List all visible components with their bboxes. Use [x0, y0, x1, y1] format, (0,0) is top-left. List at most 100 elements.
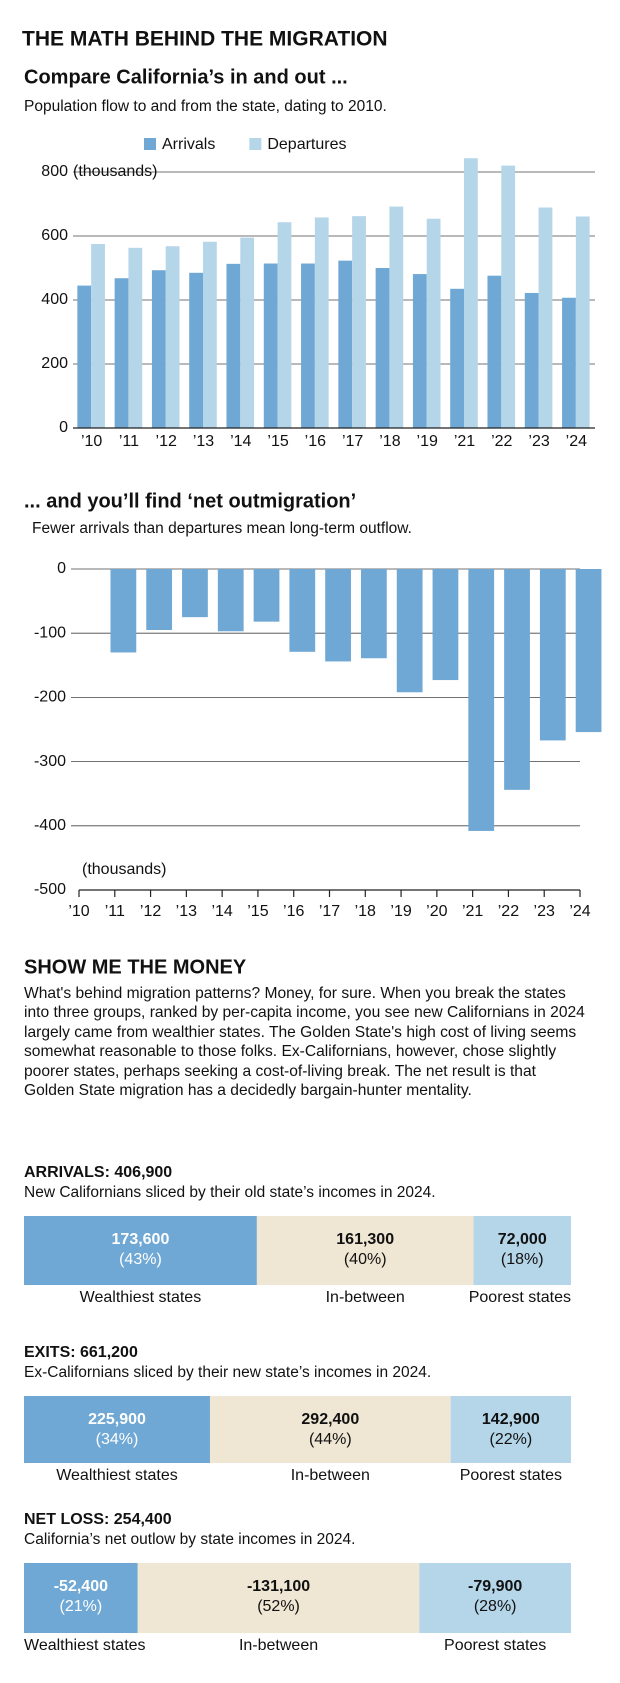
x-tick-label: ’18: [379, 433, 400, 450]
x-tick-label: ’15: [267, 433, 288, 450]
x-tick-label: ’11: [119, 433, 139, 450]
chart-subtitle: Population flow to and from the state, d…: [24, 98, 387, 115]
bar: [575, 216, 590, 428]
y-tick-label: 600: [41, 227, 68, 244]
y-tick-label: -300: [34, 753, 66, 770]
x-tick-label: ’22: [491, 433, 512, 450]
bar: [151, 270, 166, 428]
section-body: What's behind migration patterns? Money,…: [24, 985, 585, 1100]
x-tick-label: ’22: [498, 903, 519, 920]
x-tick-label: ’13: [193, 433, 214, 450]
bar: [114, 278, 129, 428]
bar: [91, 244, 105, 428]
headline: THE MATH BEHIND THE MIGRATION: [22, 28, 388, 51]
bar: [217, 569, 244, 632]
value-label: -131,100: [247, 1578, 310, 1595]
bar: [226, 263, 241, 428]
bar: [189, 272, 203, 428]
bar-segment: [24, 1563, 138, 1633]
x-tick-label: ’12: [156, 433, 177, 450]
legend-swatch: [144, 138, 156, 150]
bar: [432, 569, 459, 681]
segment-name: Wealthiest states: [56, 1467, 178, 1484]
bar: [325, 569, 351, 662]
x-tick-label: ’19: [390, 903, 411, 920]
value-label: 161,300: [336, 1231, 394, 1248]
bar: [468, 569, 495, 831]
segment-name: Poorest states: [469, 1289, 571, 1306]
bar: [338, 260, 353, 428]
section-title: SHOW ME THE MONEY: [24, 956, 247, 978]
bar: [412, 274, 427, 428]
bar-segment: [24, 1396, 210, 1463]
value-label: 292,400: [301, 1411, 359, 1428]
share-label: (21%): [60, 1598, 103, 1615]
bar: [263, 263, 278, 428]
bar: [253, 569, 280, 622]
bar: [539, 569, 566, 741]
y-tick-label: 800: [41, 163, 68, 180]
chart-title: Compare California’s in and out ...: [24, 66, 348, 88]
x-tick-label: ’24: [569, 903, 590, 920]
x-tick-label: ’14: [230, 433, 251, 450]
bar: [110, 569, 137, 653]
bar: [77, 285, 92, 428]
bar: [375, 268, 390, 428]
bar: [360, 569, 387, 659]
share-label: (44%): [309, 1431, 352, 1448]
x-tick-label: ’24: [566, 433, 587, 450]
bar: [504, 569, 530, 790]
x-tick-label: ’18: [355, 903, 376, 920]
chart-title: EXITS: 661,200: [24, 1344, 138, 1361]
share-label: (28%): [474, 1598, 517, 1615]
x-tick-label: ’17: [319, 903, 340, 920]
bar-segment: [419, 1563, 571, 1633]
value-label: 142,900: [482, 1411, 540, 1428]
bar: [277, 222, 292, 428]
x-tick-label: ’14: [211, 903, 232, 920]
y-tick-label: 0: [59, 419, 68, 436]
x-tick-label: ’21: [454, 433, 475, 450]
bar: [426, 218, 441, 428]
share-label: (40%): [344, 1251, 387, 1268]
value-label: 173,600: [112, 1231, 170, 1248]
segment-name: Poorest states: [444, 1637, 546, 1654]
bar: [450, 288, 464, 428]
bar: [538, 207, 553, 428]
bar: [240, 237, 255, 428]
chart-subtitle: California’s net outlow by state incomes…: [24, 1531, 355, 1548]
x-tick-label: ’23: [534, 903, 555, 920]
x-tick-label: ’13: [176, 903, 197, 920]
x-tick-label: ’20: [426, 903, 447, 920]
x-tick-label: ’17: [342, 433, 363, 450]
bar: [301, 263, 315, 428]
legend-label: Arrivals: [162, 136, 215, 153]
bar: [203, 241, 217, 428]
bar-segment: [450, 1396, 571, 1463]
x-tick-label: ’16: [305, 433, 326, 450]
bar-segment: [473, 1216, 571, 1285]
bar: [314, 217, 329, 428]
share-label: (43%): [119, 1251, 162, 1268]
y-tick-label: 200: [41, 355, 68, 372]
chart-subtitle: Ex-Californians sliced by their new stat…: [24, 1364, 431, 1381]
x-tick-label: ’15: [247, 903, 268, 920]
y-axis-label: (thousands): [73, 163, 158, 180]
y-tick-label: 400: [41, 291, 68, 308]
bar: [524, 292, 539, 428]
bar: [501, 165, 516, 428]
bar: [146, 569, 173, 630]
y-tick-label: -100: [34, 624, 66, 641]
y-tick-label: -500: [34, 881, 66, 898]
bar: [389, 206, 404, 428]
x-tick-label: ’21: [462, 903, 483, 920]
bar: [182, 569, 208, 618]
segment-name: In-between: [291, 1467, 370, 1484]
x-tick-label: ’23: [528, 433, 549, 450]
chart-title: ARRIVALS: 406,900: [24, 1164, 172, 1181]
bar: [575, 569, 602, 733]
segment-name: In-between: [239, 1637, 318, 1654]
value-label: 225,900: [88, 1411, 146, 1428]
